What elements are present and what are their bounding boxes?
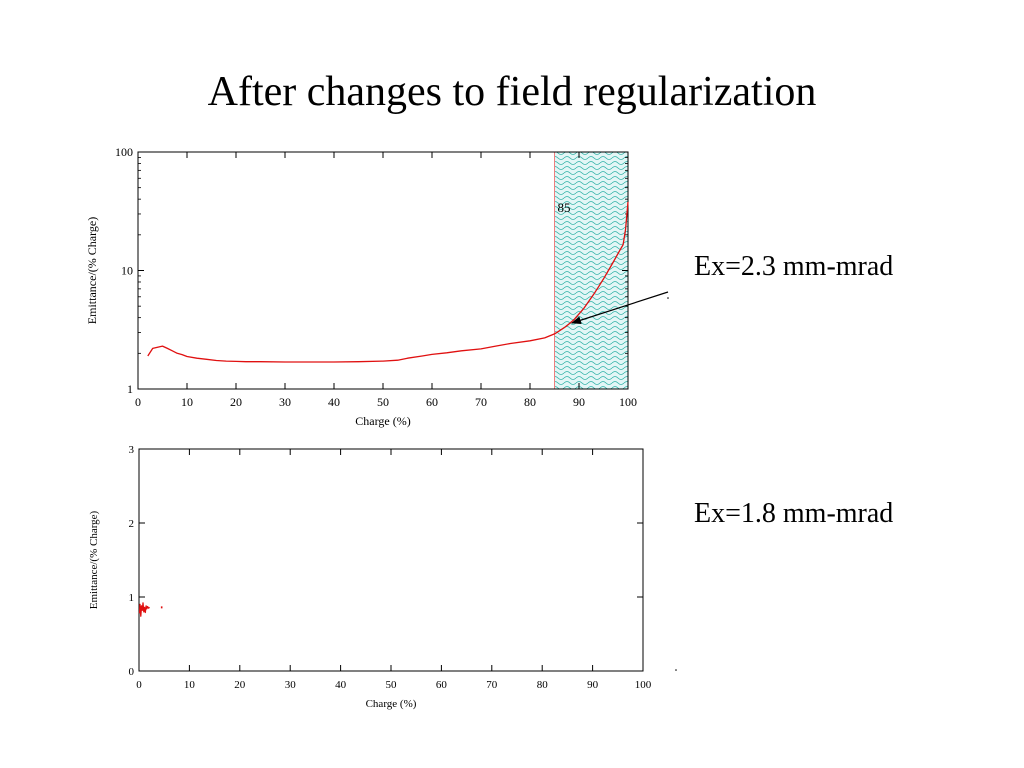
x-tick-label: 50 [386, 679, 398, 691]
plot-frame [138, 448, 644, 672]
y-axis-label: Emittance/(% Charge) [85, 217, 99, 324]
x-tick-label: 100 [635, 679, 652, 691]
x-tick-label: 70 [486, 679, 498, 691]
x-tick-label: 20 [230, 395, 242, 409]
x-axis-label: Charge (%) [355, 414, 410, 428]
x-tick-label: 40 [328, 395, 340, 409]
x-tick-label: 0 [136, 679, 142, 691]
y-tick-label: 1 [127, 382, 133, 396]
stray-dot [675, 669, 677, 671]
y-tick-label: 3 [129, 444, 135, 456]
x-axis-label: Charge (%) [366, 698, 417, 710]
x-tick-label: 90 [587, 679, 599, 691]
x-tick-label: 100 [619, 395, 637, 409]
series-line [138, 602, 150, 617]
cut-region-pattern [554, 152, 628, 389]
x-tick-label: 10 [184, 679, 196, 691]
y-axis-label: Emittance/(% Charge) [88, 510, 100, 609]
slide-title: After changes to field regularization [207, 69, 817, 115]
emittance-annotation-bottom: Ex=1.8 mm-mrad [694, 498, 894, 529]
y-tick-label: 2 [129, 518, 135, 530]
x-tick-label: 0 [135, 395, 141, 409]
stray-dot [667, 297, 669, 299]
x-tick-label: 80 [524, 395, 536, 409]
x-tick-label: 30 [279, 395, 291, 409]
x-tick-label: 10 [181, 395, 193, 409]
x-tick-label: 40 [335, 679, 347, 691]
x-tick-label: 50 [377, 395, 389, 409]
series-line [147, 201, 629, 363]
annotation-arrow [571, 291, 669, 325]
chart-bottom: 0 10 20 30 40 50 60 70 80 90 100 0 1 2 3 Charge (%) Emit… [88, 444, 652, 710]
x-tick-label: 30 [285, 679, 297, 691]
series-point [160, 606, 163, 609]
y-tick-label: 100 [115, 145, 133, 159]
y-tick-label: 10 [121, 264, 133, 278]
x-tick-label: 80 [537, 679, 549, 691]
cut-label: 85 [558, 200, 571, 215]
emittance-annotation-top: Ex=2.3 mm-mrad [694, 251, 894, 282]
x-tick-label: 60 [426, 395, 438, 409]
y-tick-label: 1 [129, 592, 135, 604]
x-tick-label: 60 [436, 679, 448, 691]
x-tick-label: 70 [475, 395, 487, 409]
x-tick-label: 90 [573, 395, 585, 409]
x-tick-label: 20 [234, 679, 246, 691]
y-tick-label: 0 [129, 666, 135, 678]
